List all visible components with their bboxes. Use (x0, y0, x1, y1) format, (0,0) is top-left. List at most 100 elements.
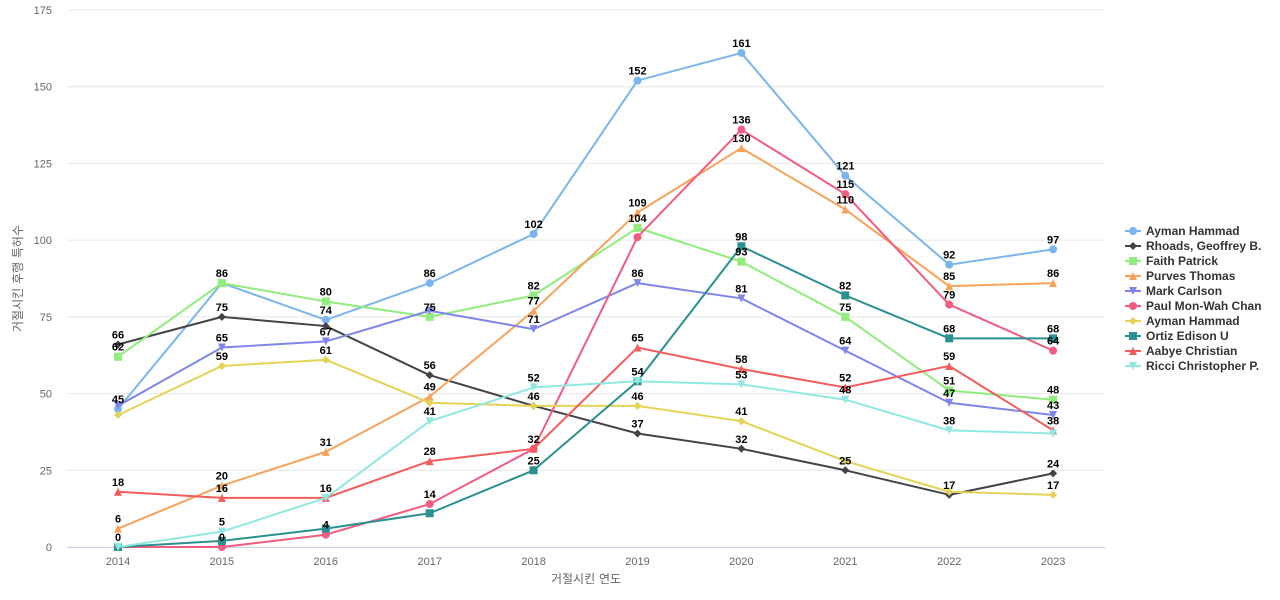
data-label: 110 (836, 194, 854, 206)
data-point (945, 260, 954, 269)
data-label: 75 (216, 302, 228, 314)
data-point (945, 334, 954, 343)
data-label: 71 (527, 314, 539, 326)
data-point (114, 340, 122, 349)
data-label: 75 (839, 302, 851, 314)
data-label: 64 (1047, 336, 1060, 348)
x-tick-label: 2017 (417, 556, 441, 568)
legend-item[interactable]: Ortiz Edison U (1125, 329, 1229, 343)
y-tick-label: 50 (40, 389, 52, 401)
data-label: 65 (216, 333, 228, 345)
legend-item[interactable]: Faith Patrick (1125, 254, 1218, 268)
series-line (117, 147, 1055, 530)
data-point (321, 297, 330, 306)
legend-item[interactable]: Rhoads, Geoffrey B. (1125, 239, 1261, 253)
data-point (217, 481, 226, 490)
series-6 (114, 125, 1058, 551)
data-point (1049, 429, 1058, 438)
legend-item[interactable]: Paul Mon-Wah Chan (1125, 299, 1262, 313)
legend-marker (1129, 332, 1137, 340)
data-label: 46 (527, 391, 539, 403)
data-label: 48 (839, 385, 851, 397)
legend-item[interactable]: Ricci Christopher P. (1125, 359, 1259, 373)
data-point (841, 466, 850, 475)
data-label: 24 (1047, 458, 1060, 470)
series-line (117, 282, 1055, 417)
data-label: 45 (112, 394, 124, 406)
data-point (425, 417, 434, 426)
legend-item[interactable]: Aabye Christian (1125, 344, 1237, 358)
legend-marker (1129, 227, 1137, 235)
series-line (117, 245, 1055, 548)
series-line (117, 128, 1055, 548)
legend-label: Paul Mon-Wah Chan (1146, 299, 1262, 313)
data-point (321, 530, 330, 539)
data-point (321, 524, 330, 533)
series-line (117, 51, 1055, 410)
y-tick-label: 175 (34, 5, 52, 17)
data-point (633, 233, 642, 242)
data-point (321, 322, 330, 331)
legend-label: Faith Patrick (1146, 254, 1218, 268)
data-label: 5 (219, 517, 225, 529)
legend-item[interactable]: Ayman Hammad (1125, 314, 1240, 328)
data-point (425, 279, 434, 288)
data-point (737, 257, 746, 266)
data-point (737, 380, 746, 389)
y-tick-label: 100 (34, 235, 52, 247)
data-label: 43 (1047, 400, 1059, 412)
x-tick-label: 2019 (625, 556, 649, 568)
legend-label: Aabye Christian (1146, 344, 1237, 358)
data-label: 59 (216, 351, 228, 363)
data-label: 77 (527, 296, 539, 308)
data-point (425, 509, 434, 518)
legend-marker (1129, 287, 1137, 295)
data-point (1049, 469, 1058, 478)
data-point (841, 190, 850, 199)
data-point (737, 444, 746, 453)
data-point (633, 401, 642, 410)
data-point (841, 312, 850, 321)
data-label: 152 (628, 66, 646, 78)
data-labels: 6662451860867565592016508074676131164867… (112, 38, 1060, 544)
data-point (217, 312, 226, 321)
data-label: 49 (424, 382, 436, 394)
data-point (529, 291, 538, 300)
series-line (117, 380, 1055, 548)
data-label: 0 (219, 532, 225, 544)
legend-item[interactable]: Purves Thomas (1125, 269, 1236, 283)
x-axis-ticks: 2014 2015 2016 2017 2018 2019 2020 2021 2022 2023 (106, 556, 1066, 568)
legend-item[interactable]: Mark Carlson (1125, 284, 1222, 298)
x-tick-label: 2014 (106, 556, 130, 568)
legend-item[interactable]: Ayman Hammad (1125, 224, 1240, 238)
data-label: 98 (735, 231, 747, 243)
data-point (114, 401, 122, 410)
data-point (425, 312, 434, 321)
grid-lines (67, 9, 1105, 548)
legend-marker (1129, 362, 1137, 370)
legend-label: Mark Carlson (1146, 284, 1222, 298)
data-point (321, 447, 330, 456)
data-point (633, 208, 642, 217)
data-point (737, 48, 746, 57)
data-label: 66 (112, 329, 124, 341)
data-label: 80 (320, 287, 332, 299)
legend-marker (1129, 272, 1137, 280)
data-label: 161 (732, 38, 750, 50)
x-tick-label: 2018 (521, 556, 545, 568)
data-point (529, 383, 538, 392)
data-point (321, 315, 330, 324)
y-tick-label: 75 (40, 312, 52, 324)
data-point (945, 361, 954, 370)
y-tick-label: 125 (34, 158, 52, 170)
data-point (945, 398, 954, 407)
data-label: 56 (424, 360, 436, 372)
data-label: 74 (320, 305, 333, 317)
data-label: 102 (524, 219, 542, 231)
series-10 (114, 377, 1058, 551)
data-label: 17 (1047, 480, 1059, 492)
legend-label: Ricci Christopher P. (1146, 359, 1259, 373)
data-label: 32 (735, 434, 747, 446)
